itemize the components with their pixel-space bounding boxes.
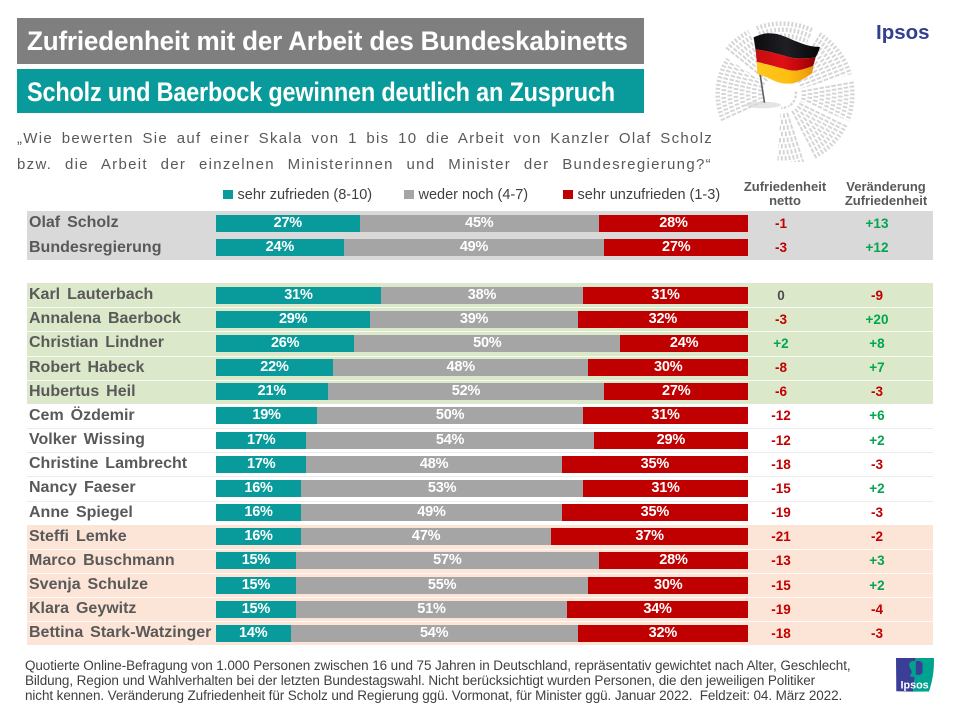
svg-text:Ipsos: Ipsos <box>900 679 928 691</box>
